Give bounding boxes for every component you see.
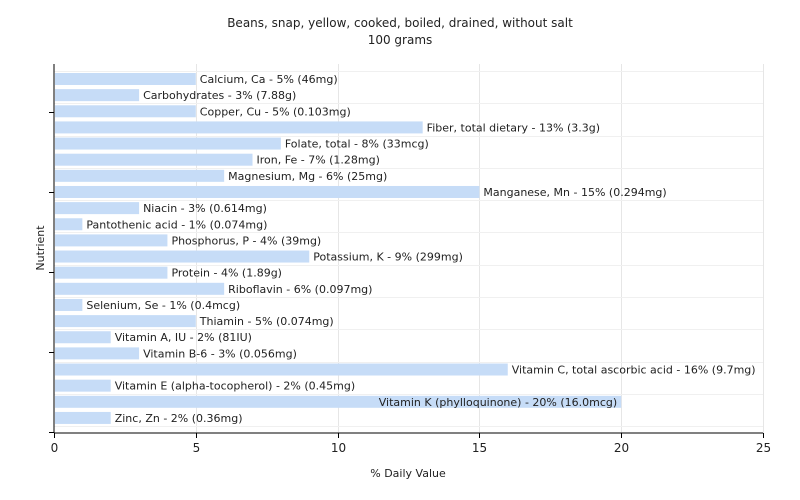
bar [55, 331, 111, 344]
bar-data-label: Iron, Fe - 7% (1.28mg) [257, 154, 380, 167]
bar [55, 315, 196, 328]
bar [55, 411, 111, 424]
bar-data-label: Pantothenic acid - 1% (0.074mg) [86, 218, 267, 231]
bar [55, 153, 253, 166]
bar [55, 169, 225, 182]
bar-data-label: Protein - 4% (1.89g) [171, 267, 282, 280]
bar-data-label: Vitamin C, total ascorbic acid - 16% (9.… [512, 364, 756, 377]
bar [55, 282, 225, 295]
bar-data-label: Manganese, Mn - 15% (0.294mg) [483, 186, 666, 199]
x-tick-label: 5 [193, 441, 201, 455]
bar-data-label: Thiamin - 5% (0.074mg) [199, 315, 334, 328]
bar-data-label: Riboflavin - 6% (0.097mg) [228, 283, 372, 296]
x-tick-label: 25 [756, 441, 771, 455]
x-axis-label: % Daily Value [370, 467, 446, 480]
chart-title: Beans, snap, yellow, cooked, boiled, dra… [227, 16, 573, 30]
bar [55, 121, 423, 134]
bar [55, 298, 83, 311]
bar [55, 234, 168, 247]
x-tick-label: 15 [472, 441, 487, 455]
bar-data-label: Zinc, Zn - 2% (0.36mg) [115, 412, 243, 425]
bar-data-label: Calcium, Ca - 5% (46mg) [200, 73, 338, 86]
bar [55, 105, 196, 118]
x-tick-label: 10 [331, 441, 346, 455]
bar [55, 73, 196, 85]
bar-data-label: Carbohydrates - 3% (7.88g) [143, 89, 296, 102]
chart-subtitle: 100 grams [368, 33, 433, 47]
bar [55, 266, 168, 279]
bar [55, 89, 140, 102]
bar-data-label: Vitamin K (phylloquinone) - 20% (16.0mcg… [379, 396, 617, 409]
bar [55, 202, 140, 215]
bar [55, 395, 622, 408]
axes-layer [53, 64, 763, 434]
y-axis-label: Nutrient [34, 225, 47, 271]
bar [55, 218, 83, 231]
bar-data-label: Phosphorus, P - 4% (39mg) [171, 234, 321, 247]
bar [55, 363, 508, 376]
bar [55, 137, 281, 150]
bar-data-label: Niacin - 3% (0.614mg) [143, 202, 267, 215]
bar-data-label: Vitamin B-6 - 3% (0.056mg) [143, 347, 297, 360]
bars-layer: Calcium, Ca - 5% (46mg) Carbohydrates - 3… [55, 73, 756, 425]
bar [55, 250, 310, 263]
grid-layer [54, 64, 764, 433]
bar-data-label: Selenium, Se - 1% (0.4mcg) [86, 299, 240, 312]
bar [55, 185, 480, 198]
bar-data-label: Magnesium, Mg - 6% (25mg) [228, 170, 387, 183]
bar-data-label: Potassium, K - 9% (299mg) [313, 251, 463, 264]
x-tick-label: 0 [51, 441, 59, 455]
bar-data-label: Copper, Cu - 5% (0.103mg) [200, 105, 351, 118]
bar-data-label: Vitamin A, IU - 2% (81IU) [115, 331, 252, 344]
bar [55, 379, 111, 392]
bar-data-label: Vitamin E (alpha-tocopherol) - 2% (0.45m… [115, 380, 355, 393]
x-tick-label: 20 [614, 441, 629, 455]
bar-data-label: Folate, total - 8% (33mcg) [285, 138, 429, 151]
ticks-layer: 0 5 10 15 20 25 [49, 112, 771, 455]
bar-data-label: Fiber, total dietary - 13% (3.3g) [427, 121, 600, 134]
bar [55, 347, 140, 360]
